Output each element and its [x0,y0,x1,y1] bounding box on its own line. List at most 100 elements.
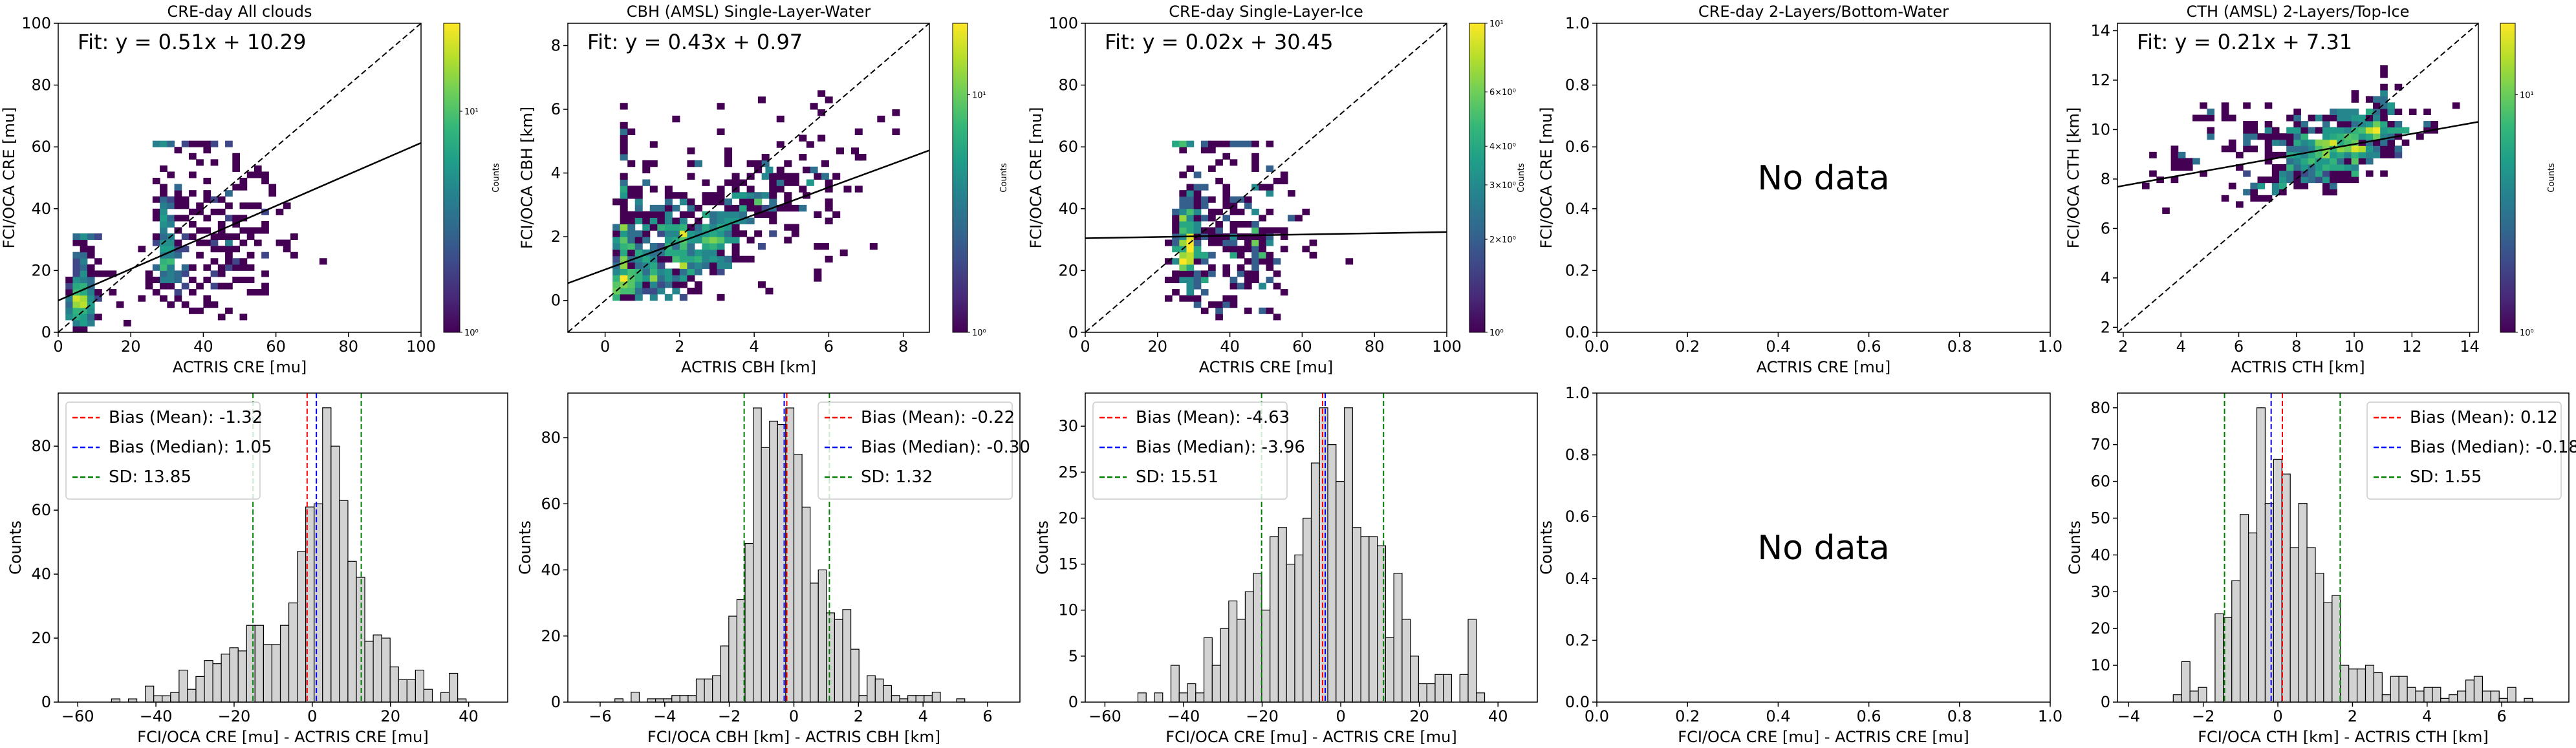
heatmap-cell [784,179,792,186]
heatmap-cell [2322,164,2330,171]
heatmap-cell [2322,139,2330,146]
heatmap-cell [612,281,621,288]
heatmap-cell [2228,182,2236,189]
hist-xtick-label: −6 [589,707,611,725]
heatmap-cell [2380,83,2388,91]
scatter-ylabel: FCI/OCA CBH [km] [518,107,536,249]
heatmap-cell [2264,102,2273,109]
heatmap-cell [210,233,219,240]
hist-ytick-label: 70 [2090,436,2110,454]
heatmap-cell [160,215,168,222]
heatmap-cell [1251,233,1259,240]
heatmap-cell [276,208,284,215]
heatmap-cell [1266,258,1274,265]
heatmap-cell [2293,108,2301,115]
heatmap-cell [80,314,88,321]
histogram-bar [614,698,623,703]
heatmap-cell [642,255,651,263]
heatmap-cell [2250,127,2258,134]
heatmap-cell [2300,164,2309,171]
heatmap-cell [1229,196,1238,203]
scatter-ytick-label: 60 [1058,138,1078,156]
heatmap-cell [152,289,160,296]
heatmap-cell [210,301,219,308]
heatmap-cell [65,289,73,296]
heatmap-cell [210,140,219,147]
panel-title: CBH (AMSL) Single-Layer-Water [627,3,871,21]
heatmap-cell [261,171,269,178]
heatmap-cell [2337,170,2344,177]
legend: Bias (Mean): -1.32 Bias (Median): 1.05 SD:… [65,401,272,500]
heatmap-cell [2170,164,2179,171]
heatmap-cell [2200,102,2207,109]
hist-xlabel: FCI/OCA CTH [km] - ACTRIS CTH [km] [2198,728,2489,746]
histogram-bar [2323,602,2333,703]
heatmap-cell [612,255,621,263]
hist-ytick-label: 30 [1058,417,1078,435]
heatmap-cell [2365,139,2374,146]
axes-frame [2117,23,2479,333]
heatmap-cell [152,276,160,284]
heatmap-cell [634,288,643,295]
histogram-bar [1310,462,1320,703]
histogram-bar [221,654,230,703]
heatmap-cell [2351,158,2359,165]
heatmap-cell [2271,164,2280,171]
heatmap-cell [702,192,710,199]
heatmap-cell [2308,114,2316,122]
heatmap-cell [2236,151,2244,158]
heatmap-cell [2373,133,2381,140]
scatter-panel-2: Fit: y = 0.43x + 0.97 CBH (AMSL) Single-L… [518,3,1009,376]
heatmap-cell [1186,196,1195,203]
heatmap-cell [1208,301,1216,308]
histogram-bar [1294,554,1304,703]
hist-xtick-label: −2 [2192,707,2214,725]
histogram-bar [1137,692,1147,703]
heatmap-cell [2293,164,2301,171]
heatmap-cell [2351,151,2359,158]
heatmap-cell [232,220,240,228]
scatter-ytick-label: 60 [31,138,51,156]
histogram-bar [2449,694,2458,703]
heatmap-cell [746,217,755,224]
heatmap-cell [1266,208,1274,215]
histogram-bar [423,689,433,703]
heatmap-cell [2351,90,2359,97]
heatmap-cell [839,249,848,257]
heatmap-cell [869,243,878,250]
heatmap-cell [72,326,81,332]
legend-item-median-label: Bias (Median): -3.96 [1136,438,1305,457]
heatmap-cell [2423,108,2431,115]
heatmap-cell [239,258,248,265]
heatmap-cell [87,264,95,271]
histogram-bar [1434,674,1444,703]
heatmap-cell [1222,295,1231,302]
heatmap-cell [152,239,160,246]
histogram-bar [2390,676,2399,703]
heatmap-cell [642,288,651,295]
scatter-xtick-label: 0 [53,337,63,356]
heatmap-cell [724,224,733,231]
heatmap-cell [2351,164,2359,171]
heatmap-cell [109,270,117,277]
heatmap-cell [1259,184,1266,191]
scatter-ytick-label: 100 [1048,14,1078,32]
histogram-bar [356,577,365,703]
heatmap-cell [1229,301,1238,308]
heatmap-cell [1193,283,1202,290]
histogram-bar [2482,690,2491,703]
heatmap-cell [160,220,168,228]
heatmap-cell [2178,164,2186,171]
plot-area [1085,23,1447,332]
histogram-bar [1377,545,1386,703]
heatmap-cell [196,227,204,234]
heatmap-cell [203,147,211,154]
heatmap-cell [2257,133,2266,140]
heatmap-cell [627,281,636,288]
heatmap-cell [188,140,197,147]
histogram-bar [687,695,697,703]
heatmap-cell [160,246,168,253]
heatmap-cell [1273,258,1281,265]
axes-frame [1085,392,1538,703]
